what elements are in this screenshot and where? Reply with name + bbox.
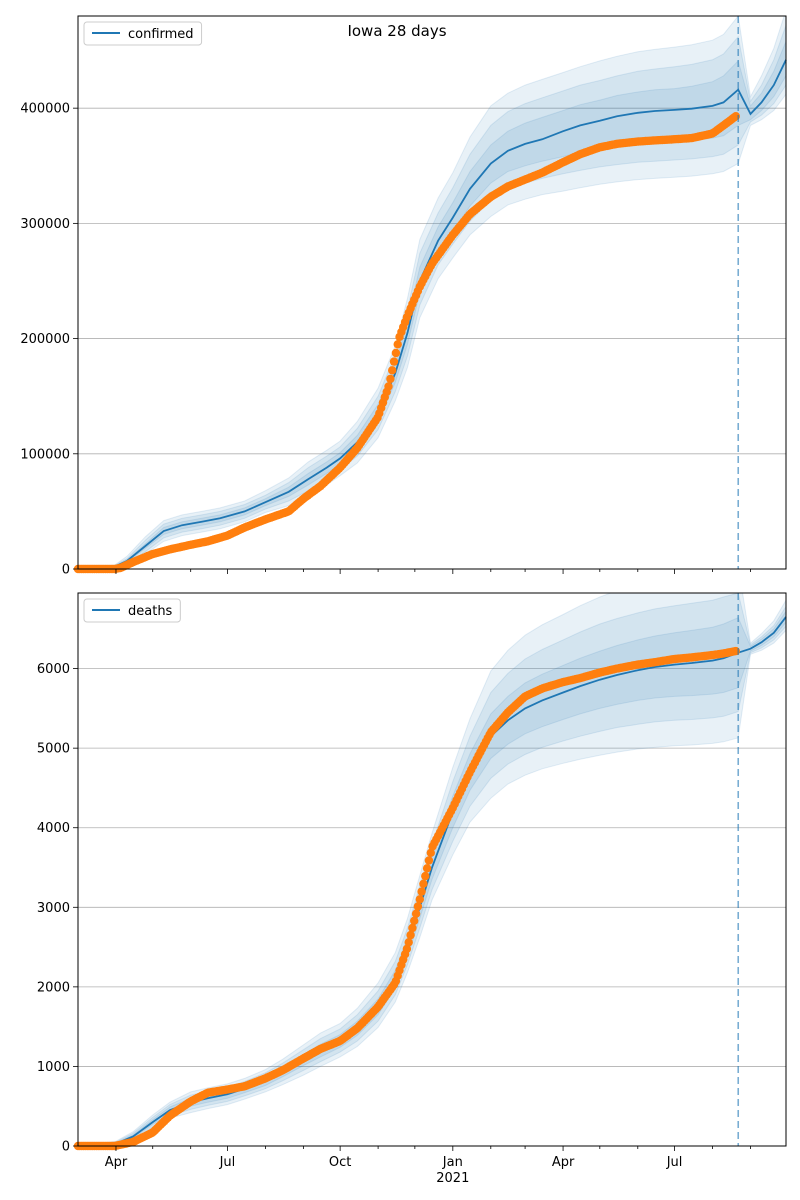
observed-point (419, 879, 428, 888)
uncertainty-band50 (78, 610, 786, 1146)
x-tick-label: Jan (442, 1155, 463, 1170)
observed-point (391, 348, 401, 358)
deaths-y-ticks: 0 1000 2000 3000 4000 5000 6000 (37, 662, 78, 1155)
observed-point (404, 938, 413, 947)
observed-point (384, 382, 393, 391)
x-tick-label: Apr (552, 1155, 575, 1170)
observed-point (426, 848, 435, 857)
legend-box (83, 598, 181, 623)
observed-point (388, 366, 397, 375)
uncertainty-band95 (78, 16, 786, 569)
y-tick-label: 200000 (20, 332, 70, 347)
y-tick-label: 1000 (37, 1060, 70, 1075)
y-tick-label: 2000 (37, 980, 70, 995)
observed-point (415, 895, 424, 904)
observed-point (421, 871, 430, 881)
y-tick-label: 300000 (20, 217, 70, 232)
legend-label: confirmed (128, 27, 194, 42)
y-tick-label: 3000 (37, 901, 70, 916)
deaths-legend: deaths (83, 598, 181, 623)
legend-label: deaths (128, 604, 173, 619)
confirmed-observed-points (73, 112, 740, 574)
confirmed-axes-frame (77, 15, 787, 570)
y-tick-label: 6000 (37, 662, 70, 677)
observed-point (406, 930, 415, 940)
observed-point (386, 374, 395, 384)
y-tick-label: 4000 (37, 821, 70, 836)
observed-point (422, 864, 432, 873)
confirmed-model-line (77, 59, 787, 570)
observed-point (389, 357, 399, 366)
y-tick-label: 5000 (37, 742, 70, 757)
y-tick-label: 100000 (20, 447, 70, 462)
x-tick-label: Apr (105, 1155, 128, 1170)
deaths-panel: 0 1000 2000 3000 4000 5000 6000 Apr Jul Oct Jan20… (37, 592, 787, 1186)
model-series-line (77, 59, 787, 570)
x-tick-label: Jul (666, 1155, 683, 1170)
observed-point (424, 856, 434, 865)
chart-title: Iowa 28 days (347, 22, 446, 40)
x-tick-label: Oct (329, 1155, 351, 1170)
y-tick-label: 0 (62, 1140, 70, 1155)
confirmed-panel: 0 100000 200000 300000 400000 confirmed Iowa… (20, 15, 787, 578)
deaths-axes-frame (77, 592, 787, 1147)
observed-point (393, 340, 402, 349)
observed-point (417, 887, 426, 896)
observed-point (410, 916, 419, 925)
y-tick-label: 0 (62, 563, 70, 578)
confirmed-legend: confirmed (83, 21, 203, 46)
confirmed-y-ticks: 0 100000 200000 300000 400000 (20, 102, 78, 578)
y-tick-label: 400000 (20, 102, 70, 117)
observed-point (408, 923, 417, 933)
observed-point (411, 909, 421, 918)
observed-point (413, 902, 423, 911)
x-tick-year-label: 2021 (436, 1171, 469, 1186)
x-tick-label: Jul (219, 1155, 236, 1170)
observed-point (402, 944, 412, 954)
legend-box (83, 21, 203, 46)
confirmed-x-ticks (115, 569, 751, 574)
